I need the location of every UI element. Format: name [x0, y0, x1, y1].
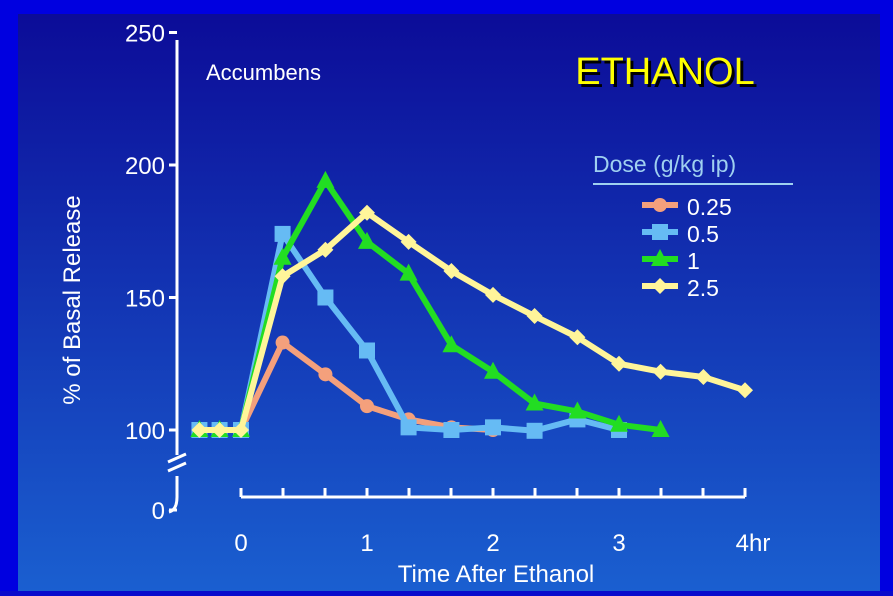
data-point: [359, 342, 375, 359]
legend-swatch-marker: [652, 278, 668, 294]
legend-swatch-marker: [652, 224, 668, 240]
data-point: [443, 422, 460, 438]
data-point: [358, 231, 376, 249]
x-axis-label: Time After Ethanol: [398, 561, 595, 588]
axes: 0 100 150 200 250 0 1 2 3 4hr: [125, 21, 770, 558]
legend-title: Dose (g/kg ip): [593, 151, 736, 177]
data-point: [359, 204, 375, 221]
data-point: [400, 419, 417, 436]
legend-swatch-marker: [653, 198, 667, 212]
data-point: [273, 247, 292, 265]
data-point: [526, 308, 543, 325]
legend-item-0.25: 0.25: [642, 194, 732, 220]
data-point: [568, 401, 587, 419]
data-point: [317, 241, 334, 258]
data-point: [360, 399, 374, 414]
data-point: [526, 422, 543, 439]
data-point: [611, 355, 627, 372]
legend-item-1: 1: [642, 248, 700, 274]
chart-title-shadow: ETHANOL: [578, 54, 757, 96]
x-tick-label: 1: [360, 530, 373, 557]
data-point: [525, 393, 544, 411]
data-point: [316, 170, 335, 188]
data-point: [318, 367, 333, 382]
data-point: [399, 263, 418, 281]
data-point: [485, 419, 501, 436]
legend-label: 2.5: [687, 275, 719, 301]
legend-label: 1: [687, 248, 700, 274]
data-point: [569, 329, 586, 346]
x-tick-label: 0: [234, 530, 247, 557]
data-point: [400, 233, 417, 250]
legend-label: 0.25: [687, 194, 732, 220]
data-point: [443, 263, 460, 279]
data-point: [485, 286, 501, 303]
data-point: [275, 335, 290, 350]
y-tick-label: 200: [125, 153, 165, 180]
y-tick-label: 250: [125, 21, 165, 48]
plot-background: [18, 14, 880, 591]
x-tick-label: 2: [486, 530, 499, 557]
data-point: [233, 422, 249, 438]
y-tick-label: 150: [125, 286, 165, 313]
legend-swatch-marker: [651, 249, 669, 266]
data-point: [191, 422, 208, 438]
data-point: [211, 422, 228, 438]
data-point: [610, 414, 628, 432]
data-point: [652, 363, 669, 380]
data-point: [737, 382, 753, 399]
y-axis-label: % of Basal Release: [59, 195, 86, 404]
chart-title: ETHANOL: [575, 51, 754, 93]
y-tick-label: 100: [125, 418, 165, 445]
data-point: [651, 420, 670, 437]
data-point: [484, 361, 502, 379]
region-label: Accumbens: [206, 60, 321, 85]
data-point: [317, 289, 334, 306]
legend-item-2.5: 2.5: [642, 275, 719, 301]
legend: 0.250.512.5: [642, 194, 732, 301]
y-tick-label: 0: [152, 498, 165, 525]
x-tick-label: 3: [612, 530, 625, 557]
legend-item-0.5: 0.5: [642, 221, 719, 247]
legend-label: 0.5: [687, 221, 719, 247]
data-point: [274, 225, 291, 242]
data-point: [695, 369, 712, 385]
y-axis-break: [167, 452, 187, 473]
data-point: [274, 268, 291, 285]
series-group: [190, 170, 753, 439]
series-2.5: [191, 204, 753, 438]
data-point: [442, 335, 461, 353]
x-tick-label: 4hr: [736, 530, 771, 557]
